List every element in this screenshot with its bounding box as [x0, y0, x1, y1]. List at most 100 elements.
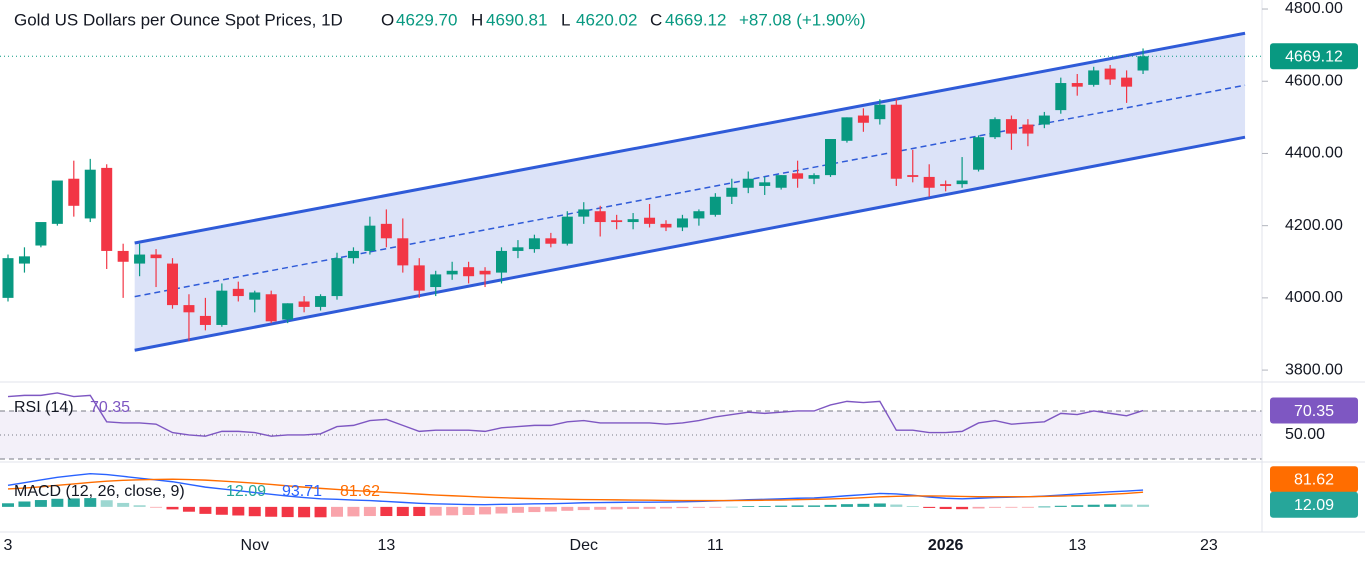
- candle-body: [857, 115, 869, 123]
- change-label: +87.08 (+1.90%): [739, 10, 866, 29]
- macd-histogram-bar: [989, 506, 1001, 508]
- macd-histogram-bar: [972, 506, 985, 509]
- macd-histogram-bar: [51, 498, 64, 507]
- macd-histogram-bar: [1087, 504, 1100, 507]
- macd-histogram-bar: [857, 503, 870, 507]
- signal-tag: [1270, 466, 1358, 493]
- macd-histogram-bar: [331, 506, 343, 517]
- x-tick-label: 2026: [928, 537, 964, 554]
- rsi-tag: [1270, 397, 1358, 424]
- macd-histogram-bar: [1120, 504, 1133, 507]
- candle-body: [726, 187, 738, 197]
- ohlc-prefix: H: [471, 10, 483, 29]
- macd-histogram-bar: [495, 506, 508, 514]
- rsi-title: RSI (14): [14, 399, 74, 416]
- candle-body: [1104, 68, 1116, 80]
- macd-histogram-bar: [100, 500, 113, 507]
- channel-upper: [134, 31, 1246, 245]
- candle-body: [973, 137, 985, 170]
- macd-histogram-bar: [67, 498, 80, 507]
- candle-body: [397, 238, 409, 266]
- candle-body: [660, 223, 672, 228]
- ohlc-prefix: C: [650, 10, 662, 29]
- candle-body: [989, 119, 1001, 138]
- signal-line: [7, 478, 1144, 502]
- candle-body: [298, 301, 310, 307]
- macd-histogram-bar: [676, 506, 689, 509]
- macd-histogram-bar: [2, 503, 14, 507]
- candle-body: [430, 274, 442, 288]
- candle-body: [759, 182, 771, 186]
- macd-histogram-bar: [380, 506, 393, 517]
- candle-body: [528, 238, 540, 250]
- candle-body: [693, 211, 705, 219]
- macd-histogram-bar: [511, 506, 524, 513]
- macd-histogram-bar: [725, 506, 738, 508]
- candle-body: [446, 270, 458, 275]
- candle-body: [841, 117, 853, 141]
- macd-histogram-bar: [561, 506, 574, 511]
- channel-mid: [134, 84, 1246, 298]
- macd-histogram-bar: [528, 506, 541, 513]
- candle-body: [1005, 119, 1017, 134]
- macd-histogram-bar: [1054, 505, 1067, 507]
- price-tag-label: 4669.12: [1285, 49, 1343, 66]
- macd-histogram-bar: [742, 506, 755, 507]
- histogram-tag-label: 12.09: [1294, 497, 1334, 514]
- candle-body: [282, 303, 294, 320]
- candle-body: [265, 294, 277, 322]
- macd-histogram-bar: [182, 506, 195, 512]
- macd-histogram-bar: [824, 504, 837, 507]
- candle-body: [676, 218, 688, 228]
- macd-histogram-bar: [462, 506, 475, 515]
- candle-body: [1055, 83, 1067, 111]
- candle-body: [150, 254, 162, 259]
- candle-body: [1088, 70, 1100, 85]
- macd-histogram-bar: [232, 506, 245, 516]
- macd-histogram-bar: [199, 506, 212, 514]
- candle-body: [1038, 115, 1050, 125]
- ohlc-prefix: O: [381, 10, 394, 29]
- macd-legend-value: 93.71: [282, 483, 322, 500]
- y-tick-label: 50.00: [1285, 426, 1325, 443]
- macd-histogram-bar: [643, 506, 656, 509]
- rsi-tag-label: 70.35: [1294, 403, 1334, 420]
- candle-body: [84, 169, 96, 219]
- macd-histogram-bar: [890, 504, 903, 507]
- macd-histogram-bar: [166, 506, 179, 510]
- candle-body: [18, 256, 30, 264]
- candle-body: [709, 196, 721, 215]
- candle-body: [134, 254, 146, 264]
- candle-body: [463, 267, 475, 277]
- macd-histogram-bar: [396, 506, 409, 517]
- macd-histogram-bar: [1038, 506, 1051, 508]
- candle-body: [1121, 77, 1133, 87]
- ohlc-prefix: L: [561, 10, 570, 29]
- candle-body: [627, 219, 639, 223]
- candle-body: [594, 211, 606, 223]
- macd-histogram-bar: [956, 506, 969, 510]
- macd-histogram-bar: [150, 506, 163, 508]
- candle-body: [545, 238, 557, 244]
- x-tick-label: Nov: [241, 537, 269, 554]
- candle-body: [101, 167, 113, 251]
- candle-body: [479, 270, 491, 275]
- ohlc-value: 4629.70: [396, 10, 457, 29]
- candle-body: [51, 180, 63, 224]
- macd-histogram-bar: [1137, 504, 1150, 507]
- macd-histogram-bar: [413, 506, 426, 517]
- candle-body: [199, 315, 211, 325]
- macd-histogram-bar: [446, 506, 459, 516]
- macd-histogram-bar: [906, 506, 919, 507]
- macd-histogram-bar: [709, 506, 722, 508]
- macd-histogram-bar: [1005, 506, 1018, 508]
- macd-line: [7, 472, 1144, 506]
- candle-body: [874, 104, 886, 120]
- candle-body: [825, 139, 836, 176]
- candle-body: [380, 223, 392, 239]
- candle-body: [117, 250, 129, 262]
- candle-body: [413, 265, 425, 291]
- macd-histogram-bar: [347, 506, 360, 517]
- y-tick-label: 3800.00: [1285, 361, 1343, 378]
